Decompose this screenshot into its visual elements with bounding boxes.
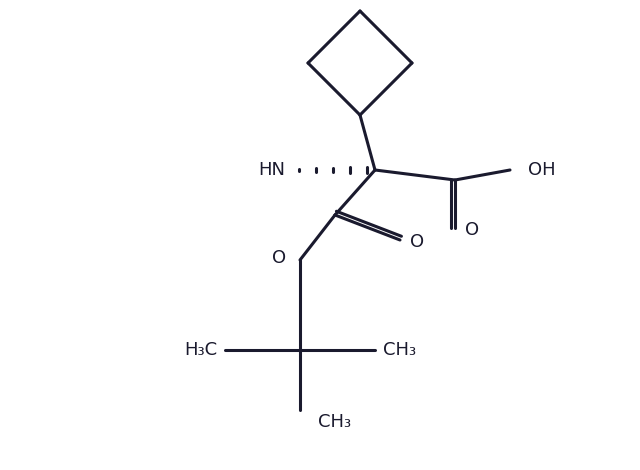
Text: HN: HN — [258, 161, 285, 179]
Text: O: O — [410, 233, 424, 251]
Text: H₃C: H₃C — [184, 341, 217, 359]
Text: OH: OH — [528, 161, 556, 179]
Text: CH₃: CH₃ — [318, 413, 351, 431]
Text: O: O — [272, 249, 286, 267]
Text: CH₃: CH₃ — [383, 341, 416, 359]
Text: O: O — [465, 221, 479, 239]
